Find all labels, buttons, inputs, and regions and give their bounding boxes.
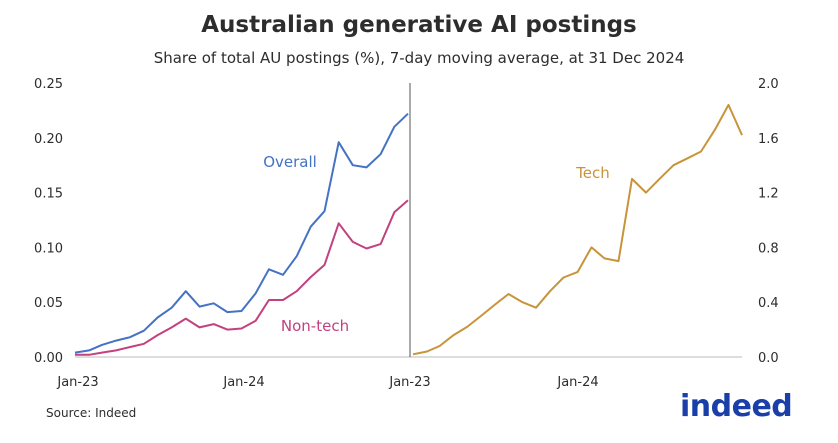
left-y-tick-label: 0.10 (34, 241, 63, 256)
x-tick-label: Jan-23 (388, 375, 430, 390)
right-y-tick-label: 2.0 (758, 77, 779, 92)
left-y-tick-label: 0.20 (34, 132, 63, 147)
left-y-tick-label: 0.15 (34, 187, 63, 202)
series-line-tech (412, 103, 743, 356)
right-y-tick-label: 0.4 (758, 296, 779, 311)
right-y-tick-label: 0.8 (758, 241, 779, 256)
series-label-tech: Tech (575, 164, 610, 182)
x-tick-label: Jan-24 (222, 375, 264, 390)
series-line-non-tech (75, 199, 409, 356)
series-layer (74, 103, 743, 356)
left-y-tick-label: 0.25 (34, 77, 63, 92)
axes-layer: 0.00 0.05 0.10 0.15 0.20 0.25 0.0 0.4 0.8 1.2 1.6 2… (34, 77, 779, 390)
series-line-overall (74, 112, 409, 354)
chart-subtitle: Share of total AU postings (%), 7-day mo… (153, 49, 685, 67)
chart-title: Australian generative AI postings (201, 12, 637, 38)
source-note: Source: Indeed (46, 406, 137, 420)
right-y-tick-label: 1.6 (758, 132, 779, 147)
series-label-non-tech: Non-tech (281, 317, 349, 335)
right-y-tick-label: 0.0 (758, 351, 779, 366)
left-y-tick-label: 0.05 (34, 296, 63, 311)
series-label-overall: Overall (263, 153, 317, 171)
x-tick-label: Jan-23 (56, 375, 98, 390)
labels-layer: Overall Non-tech Tech (263, 153, 610, 335)
indeed-logo: indeed (680, 389, 793, 424)
left-y-tick-label: 0.00 (34, 351, 63, 366)
x-tick-label: Jan-24 (556, 375, 598, 390)
right-y-tick-label: 1.2 (758, 187, 779, 202)
